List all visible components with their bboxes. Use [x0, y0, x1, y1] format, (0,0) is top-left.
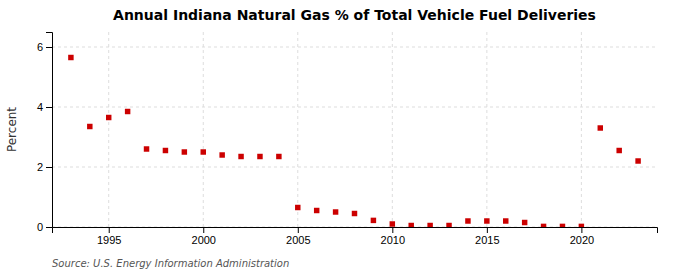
point: [598, 125, 603, 130]
grid-line-x: [581, 32, 582, 227]
x-axis-tick-mark: [487, 227, 488, 233]
point: [579, 224, 584, 227]
point: [87, 124, 92, 129]
y-axis-tick-mark: [46, 107, 52, 108]
point: [465, 218, 470, 223]
x-axis-tick: 2005: [286, 227, 310, 246]
x-axis-tick-mark: [203, 227, 204, 233]
point: [635, 158, 640, 163]
point: [201, 149, 206, 154]
point: [106, 115, 111, 120]
point: [182, 149, 187, 154]
title: Annual Indiana Natural Gas % of Total Ve…: [113, 7, 596, 23]
x-axis-tick: 2015: [475, 227, 499, 246]
point: [314, 208, 319, 213]
y-axis-line: [46, 33, 53, 228]
y-axis-tick-label: 0: [37, 221, 43, 233]
x-axis-tick: 2010: [381, 227, 405, 246]
point: [522, 220, 527, 225]
point: [390, 221, 395, 226]
point: [427, 223, 432, 227]
point: [616, 148, 621, 153]
point: [295, 205, 300, 210]
grid-line-x: [203, 32, 204, 227]
x-axis-tick-label: 2015: [475, 234, 499, 246]
y-axis-tick: 4: [37, 101, 52, 113]
grid-line-x: [297, 32, 298, 227]
point: [446, 223, 451, 227]
point: [219, 152, 224, 157]
y-axis-tick: 2: [37, 161, 52, 173]
grid-line-y: [52, 167, 657, 168]
y-axis-tick-mark: [46, 227, 52, 228]
y-axis-tick-mark: [46, 47, 52, 48]
x-axis: 1995 2000 2005 2010 2015 2020: [53, 227, 658, 246]
point: [408, 223, 413, 227]
x-axis-tick-mark: [581, 227, 582, 233]
point: [560, 224, 565, 227]
points: [68, 55, 641, 227]
y-axis-tick: 0: [37, 221, 52, 233]
y-axis-tick: 6: [37, 41, 52, 53]
grid-line-y: [52, 107, 657, 108]
y-axis-tick-label: 2: [37, 161, 43, 173]
point: [68, 55, 73, 60]
y-axis-tick-label: 4: [37, 101, 43, 113]
point: [238, 154, 243, 159]
point: [541, 224, 546, 227]
source-note: Source: U.S. Energy Information Administ…: [52, 258, 289, 269]
x-axis-tick-mark: [109, 227, 110, 233]
x-axis-tick-label: 2010: [381, 234, 405, 246]
x-axis-tick-label: 1995: [97, 234, 121, 246]
grid: [52, 32, 657, 227]
point: [484, 218, 489, 223]
y-axis-tick-label: 6: [37, 41, 43, 53]
grid-line-x: [108, 32, 109, 227]
x-axis-tick: 1995: [97, 227, 121, 246]
y-axis-tick-mark: [46, 167, 52, 168]
x-axis-tick-label: 2020: [570, 234, 594, 246]
chart: 1995 2000 2005 2010 2015 2020 0 2 4 6 Annual India…: [0, 0, 675, 275]
x-axis-tick-mark: [392, 227, 393, 233]
x-axis-tick-mark: [298, 227, 299, 233]
x-axis-tick-label: 2005: [286, 234, 310, 246]
point: [371, 218, 376, 223]
grid-line-x: [486, 32, 487, 227]
point: [352, 211, 357, 216]
point: [144, 146, 149, 151]
y-axis: 0 2 4 6: [37, 33, 53, 234]
point: [503, 218, 508, 223]
grid-line-y: [52, 47, 657, 48]
y-axis-label: Percent: [5, 107, 19, 152]
x-axis-tick: 2020: [570, 227, 594, 246]
point: [163, 148, 168, 153]
point: [257, 154, 262, 159]
x-axis-tick: 2000: [192, 227, 216, 246]
point: [333, 209, 338, 214]
x-axis-line: [53, 228, 658, 234]
plot-area: 1995 2000 2005 2010 2015 2020 0 2 4 6: [37, 32, 658, 246]
point: [125, 109, 130, 114]
point: [276, 154, 281, 159]
x-axis-tick-label: 2000: [192, 234, 216, 246]
grid-line-x: [392, 32, 393, 227]
